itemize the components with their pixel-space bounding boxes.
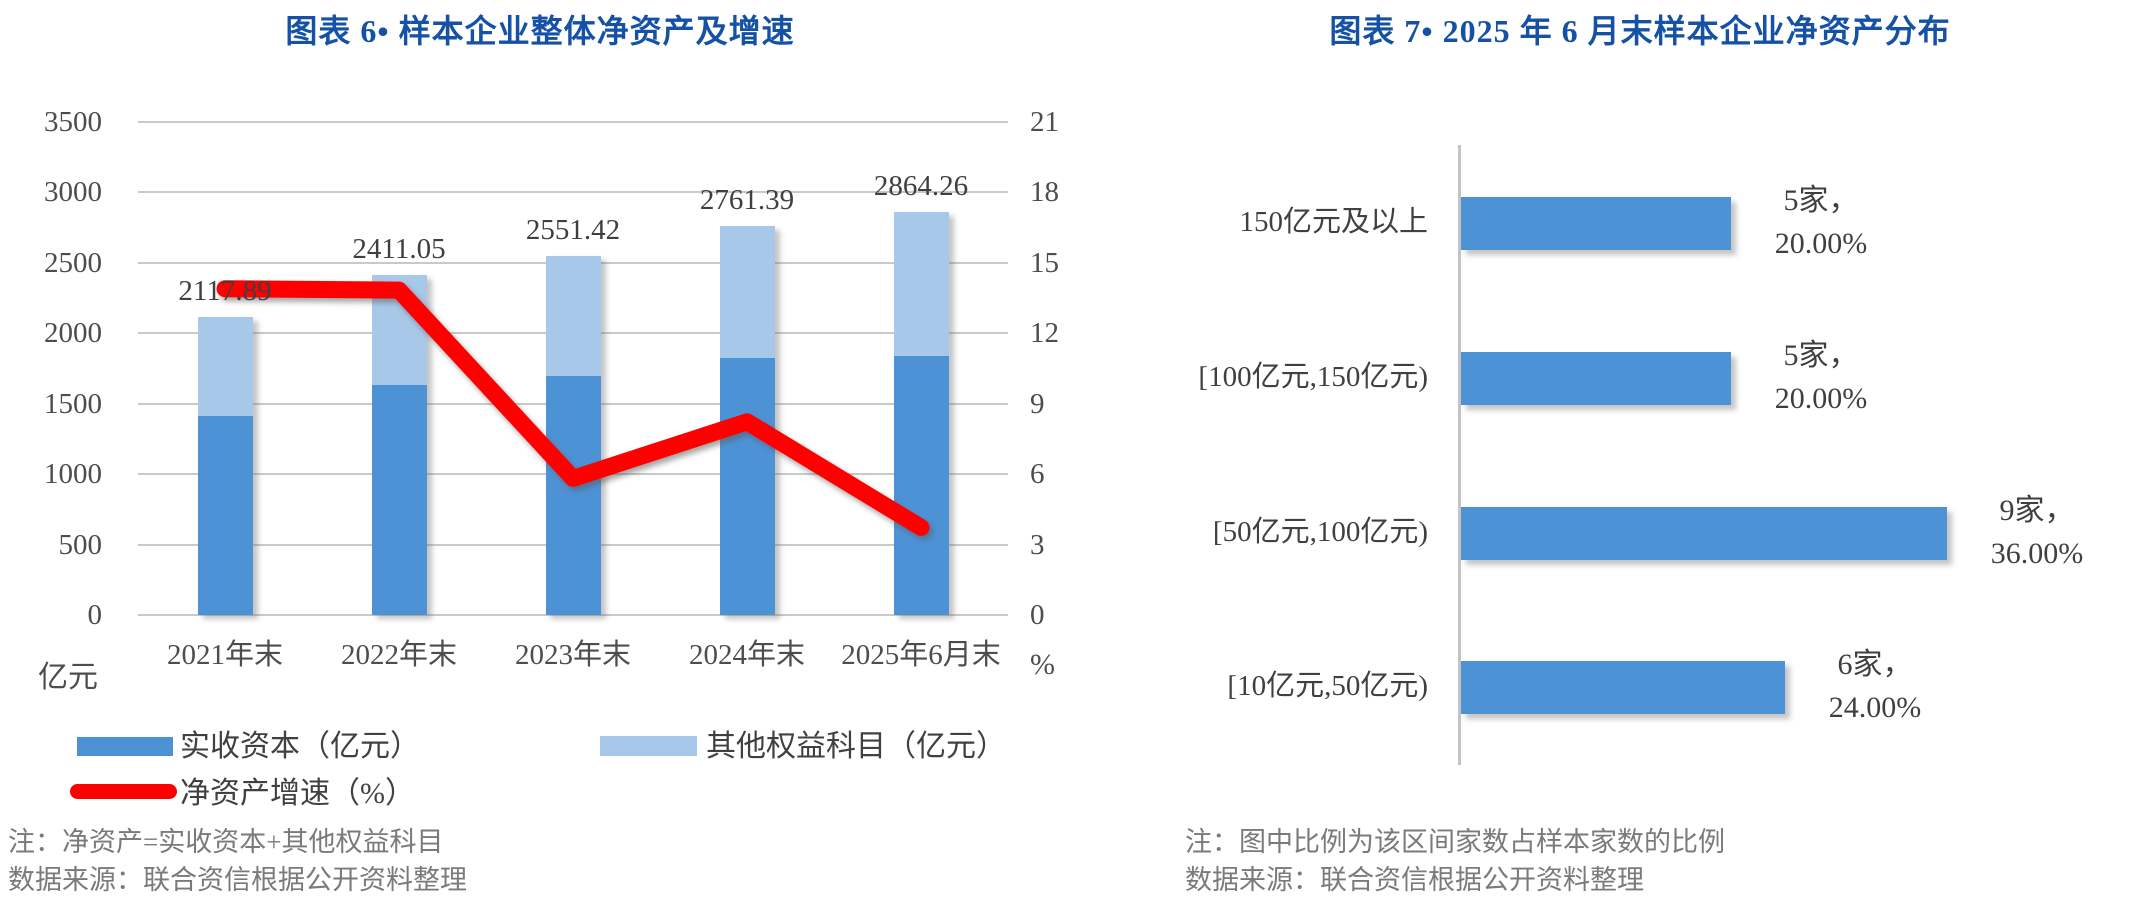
left-axis-tick: 0: [87, 599, 103, 631]
category-label: [10亿元,50亿元): [1227, 670, 1428, 702]
right-axis-tick: 15: [1030, 246, 1059, 279]
x-axis-label: 2025年6月末: [841, 639, 1001, 671]
bar-total-label: 2864.26: [873, 169, 969, 202]
paid-in-capital-segment: [719, 357, 775, 615]
bar-total-label: 2761.39: [699, 184, 795, 217]
right-axis-tick: 6: [1030, 458, 1045, 491]
other-equity-segment: [197, 316, 253, 417]
left-axis-tick: 2500: [44, 246, 102, 279]
gridline: [138, 191, 1008, 194]
legend-label-paid-in-capital: 实收资本（亿元）: [180, 730, 420, 763]
right-axis-tick: 12: [1030, 317, 1059, 350]
left-axis-tick: 3000: [44, 176, 102, 209]
left-axis-tick: 500: [58, 528, 103, 561]
right-chart-note: 注：图中比例为该区间家数占样本家数的比例: [1185, 827, 1725, 857]
bar-data-label: 5家， 20.00%: [1774, 184, 1868, 260]
right-chart-value-axis: [1458, 145, 1461, 765]
x-axis-label: 2021年末: [166, 639, 283, 671]
right-axis-tick: 18: [1030, 176, 1059, 209]
left-chart-title: 图表 6• 样本企业整体净资产及增速: [285, 13, 795, 49]
category-label: [100亿元,150亿元): [1198, 361, 1428, 393]
left-axis-unit: 亿元: [38, 661, 98, 694]
legend-swatch-paid-in-capital: [77, 737, 173, 756]
left-axis-tick: 2000: [44, 317, 102, 350]
left-chart-source: 数据来源：联合资信根据公开资料整理: [8, 865, 467, 895]
right-axis-unit: %: [1030, 648, 1055, 681]
x-axis-label: 2022年末: [340, 639, 457, 671]
right-chart-title: 图表 7• 2025 年 6 月末样本企业净资产分布: [1329, 13, 1951, 49]
horizontal-bar: [1461, 660, 1785, 714]
bar-data-label: 6家， 24.00%: [1828, 648, 1922, 724]
right-axis-tick: 9: [1030, 387, 1045, 420]
x-axis-label: 2023年末: [514, 639, 631, 671]
legend-line-net-asset-growth: [70, 784, 177, 799]
horizontal-bar: [1461, 196, 1731, 250]
gridline: [138, 614, 1008, 616]
category-label: 150亿元及以上: [1239, 206, 1428, 238]
left-axis-tick: 3500: [44, 106, 102, 138]
paid-in-capital-segment: [545, 375, 601, 615]
other-equity-segment: [719, 226, 775, 358]
bar-data-label: 9家， 36.00%: [1990, 494, 2084, 570]
paid-in-capital-segment: [197, 416, 253, 615]
stacked-bar: [197, 316, 253, 615]
gridline: [138, 121, 1008, 123]
right-axis-tick: 0: [1030, 599, 1045, 631]
left-axis-tick: 1500: [44, 387, 102, 420]
left-axis-tick: 1000: [44, 458, 102, 491]
stacked-bar: [719, 226, 775, 615]
legend-label-net-asset-growth: 净资产增速（%）: [180, 777, 415, 810]
right-axis-tick: 3: [1030, 528, 1045, 561]
stacked-bar: [371, 275, 427, 615]
bar-total-label: 2117.89: [178, 274, 272, 307]
bar-data-label: 5家， 20.00%: [1774, 339, 1868, 415]
right-chart-source: 数据来源：联合资信根据公开资料整理: [1185, 865, 1644, 895]
stacked-bar: [545, 255, 601, 615]
legend-swatch-other-equity: [600, 736, 697, 756]
x-axis-label: 2024年末: [688, 639, 805, 671]
other-equity-segment: [371, 275, 427, 385]
horizontal-bar: [1461, 506, 1947, 560]
paid-in-capital-segment: [371, 384, 427, 615]
category-label: [50亿元,100亿元): [1212, 516, 1428, 548]
legend-label-other-equity: 其他权益科目（亿元）: [706, 730, 1006, 763]
other-equity-segment: [545, 255, 601, 376]
stacked-bar: [893, 211, 949, 615]
other-equity-segment: [893, 211, 949, 356]
left-chart-note: 注：净资产=实收资本+其他权益科目: [8, 827, 444, 857]
right-axis-tick: 21: [1030, 106, 1059, 138]
paid-in-capital-segment: [893, 355, 949, 615]
bar-total-label: 2551.42: [525, 213, 621, 246]
bar-total-label: 2411.05: [352, 233, 446, 266]
horizontal-bar: [1461, 351, 1731, 405]
